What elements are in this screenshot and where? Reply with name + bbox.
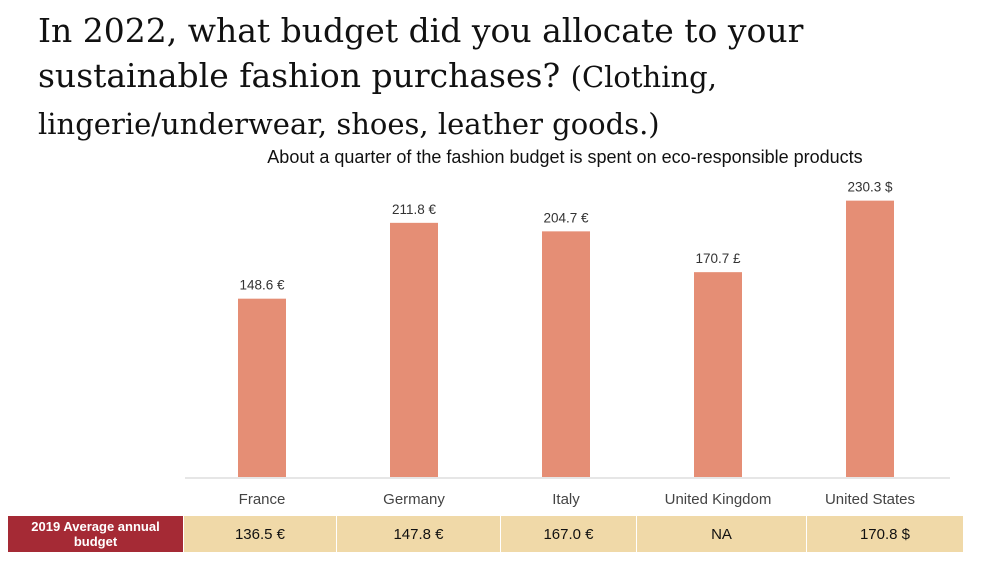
x-tick-label: United Kingdom xyxy=(665,491,772,508)
x-tick-label: United States xyxy=(825,491,915,508)
x-tick-label: Germany xyxy=(383,491,445,508)
x-tick-label: France xyxy=(239,491,286,508)
bar-germany xyxy=(390,222,438,477)
bar-united-states xyxy=(846,200,894,477)
data-label: 230.3 $ xyxy=(847,180,893,195)
bar-france xyxy=(238,298,286,477)
bar-united-kingdom xyxy=(694,272,742,477)
table-cell-france: 136.5 € xyxy=(183,516,336,552)
table-cell-united-kingdom: NA xyxy=(636,516,806,552)
data-label: 211.8 € xyxy=(392,202,437,217)
data-label: 170.7 £ xyxy=(695,251,741,266)
data-label: 148.6 € xyxy=(239,278,285,293)
question-main: In 2022, what budget did you allocate to… xyxy=(38,11,804,95)
data-label: 204.7 € xyxy=(543,210,589,225)
table-cell-italy: 167.0 € xyxy=(500,516,636,552)
table-cell-germany: 147.8 € xyxy=(336,516,500,552)
question-title: In 2022, what budget did you allocate to… xyxy=(38,8,998,147)
x-tick-label: Italy xyxy=(552,491,580,508)
table-row-label: 2019 Average annual budget xyxy=(8,516,183,552)
question-detail: (Clothing, lingerie/underwear, shoes, le… xyxy=(38,60,717,141)
budget-2019-table: 2019 Average annual budget 136.5 € 147.8… xyxy=(8,516,963,552)
bar-italy xyxy=(542,231,590,477)
table-cell-united-states: 170.8 $ xyxy=(806,516,963,552)
chart-title: About a quarter of the fashion budget is… xyxy=(267,147,863,167)
